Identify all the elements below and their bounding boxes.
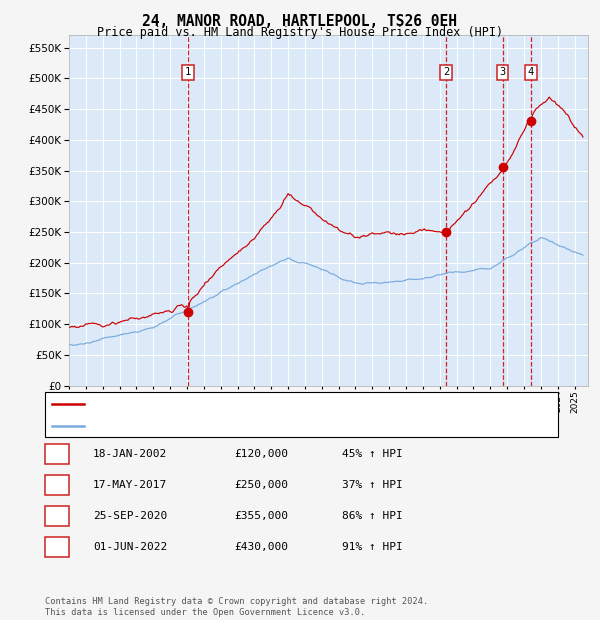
- Text: 4: 4: [528, 67, 534, 78]
- Text: 91% ↑ HPI: 91% ↑ HPI: [342, 542, 403, 552]
- Text: 37% ↑ HPI: 37% ↑ HPI: [342, 480, 403, 490]
- Text: Contains HM Land Registry data © Crown copyright and database right 2024.
This d: Contains HM Land Registry data © Crown c…: [45, 598, 428, 617]
- Text: 3: 3: [499, 67, 506, 78]
- Text: £355,000: £355,000: [234, 511, 288, 521]
- Text: 25-SEP-2020: 25-SEP-2020: [93, 511, 167, 521]
- Text: £120,000: £120,000: [234, 449, 288, 459]
- Text: 1: 1: [185, 67, 191, 78]
- Text: 2: 2: [443, 67, 449, 78]
- Text: £250,000: £250,000: [234, 480, 288, 490]
- Text: 86% ↑ HPI: 86% ↑ HPI: [342, 511, 403, 521]
- Text: 24, MANOR ROAD, HARTLEPOOL, TS26 0EH: 24, MANOR ROAD, HARTLEPOOL, TS26 0EH: [143, 14, 458, 29]
- Text: 01-JUN-2022: 01-JUN-2022: [93, 542, 167, 552]
- Text: HPI: Average price, detached house, Hartlepool: HPI: Average price, detached house, Hart…: [89, 421, 365, 431]
- Text: £430,000: £430,000: [234, 542, 288, 552]
- Text: 1: 1: [53, 449, 61, 459]
- Text: 2: 2: [53, 480, 61, 490]
- Text: Price paid vs. HM Land Registry's House Price Index (HPI): Price paid vs. HM Land Registry's House …: [97, 26, 503, 39]
- Text: 17-MAY-2017: 17-MAY-2017: [93, 480, 167, 490]
- Text: 4: 4: [53, 542, 61, 552]
- Text: 45% ↑ HPI: 45% ↑ HPI: [342, 449, 403, 459]
- Text: 18-JAN-2002: 18-JAN-2002: [93, 449, 167, 459]
- Text: 24, MANOR ROAD, HARTLEPOOL, TS26 0EH (detached house): 24, MANOR ROAD, HARTLEPOOL, TS26 0EH (de…: [89, 399, 407, 409]
- Text: 3: 3: [53, 511, 61, 521]
